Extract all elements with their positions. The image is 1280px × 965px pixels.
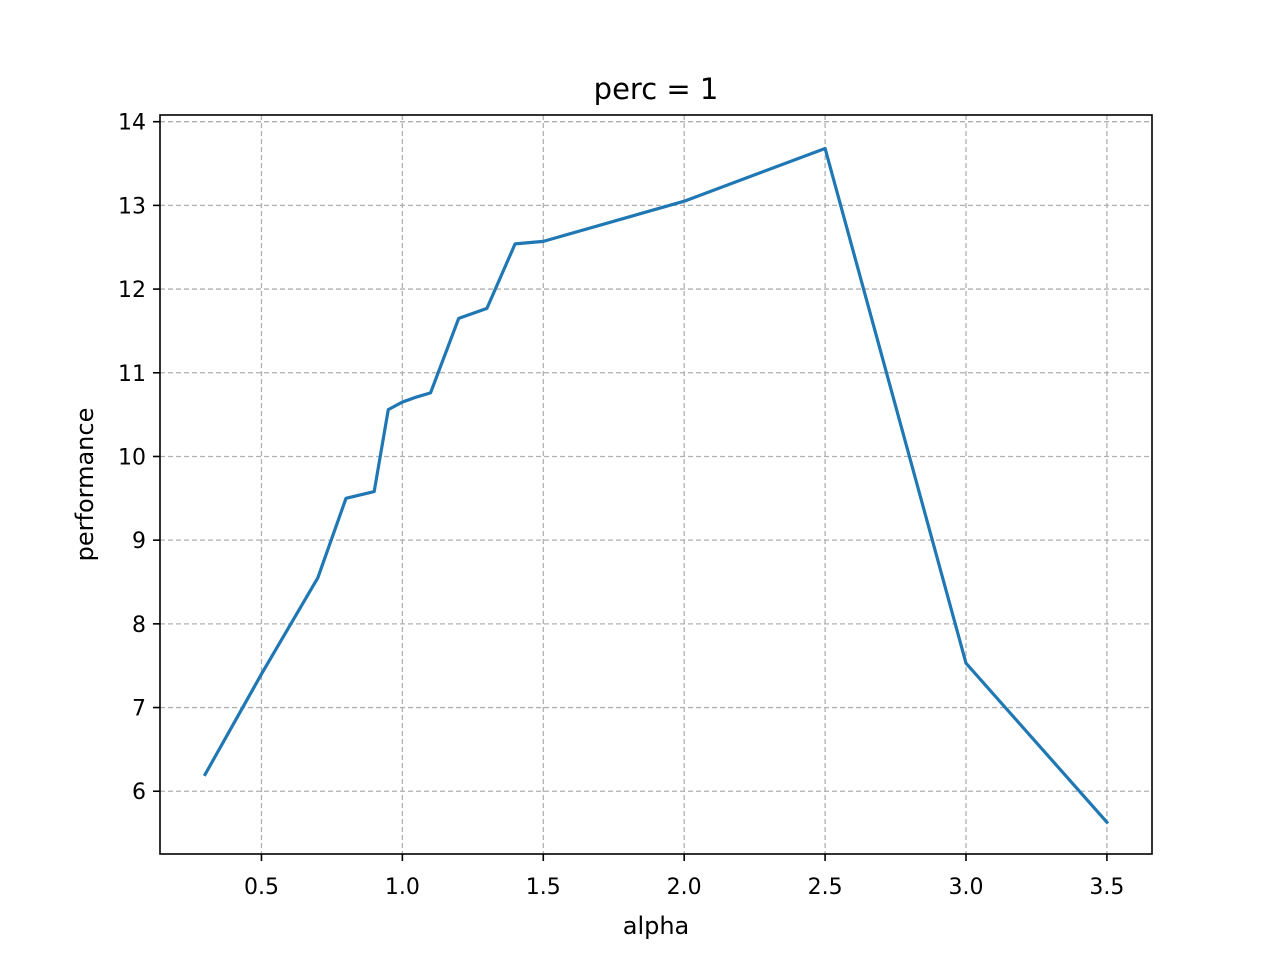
- y-tick-label: 6: [132, 780, 146, 805]
- y-tick-label: 10: [118, 445, 146, 470]
- x-tick-label: 0.5: [244, 875, 279, 900]
- y-tick-label: 9: [132, 529, 146, 554]
- chart-title: perc = 1: [594, 72, 719, 106]
- x-tick-label: 1.5: [526, 875, 561, 900]
- x-tick-label: 3.5: [1089, 875, 1124, 900]
- ticks: 0.5 1.0 1.5 2.0 2.5 3.0 3.5 6 7 8 9 10 11 12 13 14: [118, 111, 1124, 900]
- x-tick-label: 1.0: [385, 875, 420, 900]
- y-tick-label: 8: [132, 613, 146, 638]
- x-tick-label: 2.0: [667, 875, 702, 900]
- y-tick-label: 7: [132, 697, 146, 722]
- x-axis-label: alpha: [623, 912, 690, 940]
- x-tick-label: 2.5: [808, 875, 843, 900]
- series-layer: [202, 146, 1110, 825]
- axes-frame: [159, 114, 1153, 855]
- grid-lines: [160, 115, 1152, 854]
- y-tick-label: 14: [118, 111, 146, 136]
- series-line: [202, 146, 1110, 825]
- y-tick-label: 11: [118, 362, 146, 387]
- x-tick-label: 3.0: [949, 875, 984, 900]
- y-axis-label: performance: [71, 408, 99, 562]
- y-tick-label: 13: [118, 194, 146, 219]
- y-tick-label: 12: [118, 278, 146, 303]
